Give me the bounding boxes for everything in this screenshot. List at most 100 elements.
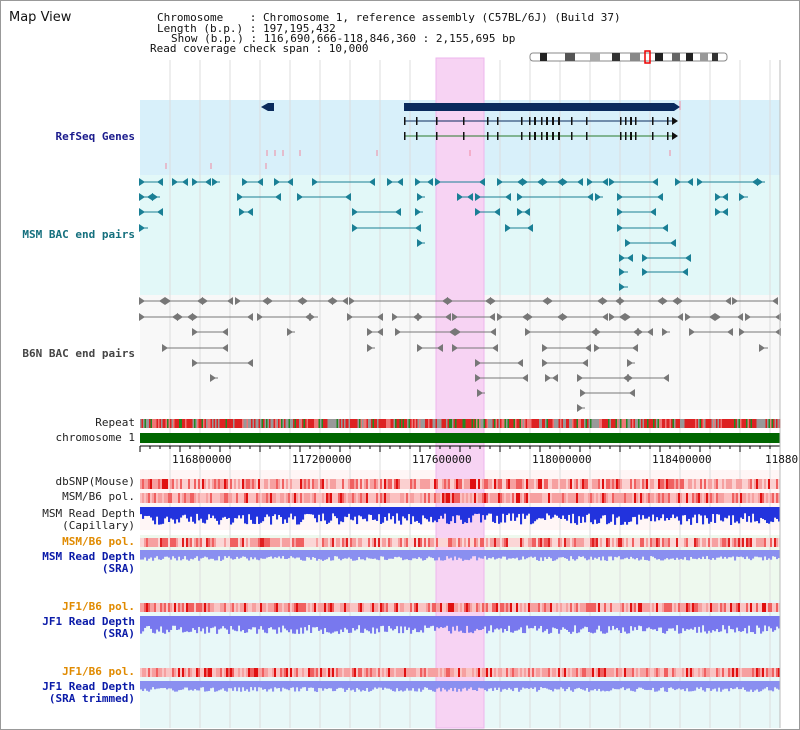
msm-sra-depth	[494, 550, 497, 560]
msm-b6-pol2-heat	[578, 538, 581, 547]
jf1-sra-depth	[170, 616, 173, 630]
msm-sra-depth	[190, 550, 193, 559]
jf1-sra-depth	[530, 616, 533, 629]
jf1-trimmed-depth	[610, 681, 613, 691]
track-label-refseq[interactable]: RefSeq Genes	[55, 130, 135, 143]
jf1-sra-depth	[574, 616, 577, 626]
msm-sra-depth	[354, 550, 357, 561]
msm-b6-pol2-heat	[190, 538, 193, 547]
repeat-mark	[164, 419, 166, 428]
jf1-pol-heat	[428, 603, 431, 612]
repeat-mark	[207, 419, 210, 428]
ideogram	[529, 52, 728, 62]
jf1-sra-depth	[178, 616, 181, 630]
track-label-jf1-depth-trimmed[interactable]: JF1 Read Depth	[42, 680, 135, 693]
msm-sra-depth	[406, 550, 409, 560]
msm-b6-pol2-heat	[468, 538, 471, 547]
repeat-mark	[656, 419, 658, 428]
dbsnp-heat	[626, 479, 629, 489]
msm-b6-pol-heat	[702, 493, 705, 503]
msm-b6-pol-heat	[606, 493, 609, 503]
dbsnp-heat	[306, 479, 309, 489]
jf1-trimmed-depth	[486, 681, 489, 692]
jf1-pol-heat	[710, 603, 713, 612]
dbsnp-heat	[356, 479, 359, 489]
msm-capillary-depth	[430, 507, 433, 517]
repeat-mark	[564, 419, 567, 428]
msm-sra-depth	[708, 550, 711, 560]
b6n-bac-pair-end	[602, 297, 608, 305]
repeat-mark	[278, 419, 280, 428]
jf1-trimmed-depth	[522, 681, 525, 688]
jf1-pol2-heat	[298, 668, 301, 677]
msm-b6-pol2-heat	[696, 538, 699, 547]
repeat-mark	[299, 419, 301, 428]
msm-b6-pol-heat	[526, 493, 529, 503]
msm-b6-pol2-heat	[156, 538, 159, 547]
jf1-pol2-heat	[664, 668, 667, 677]
jf1-pol2-heat	[348, 668, 351, 677]
jf1-sra-depth	[708, 616, 711, 631]
jf1-sra-depth	[382, 616, 385, 626]
dbsnp-heat	[560, 479, 563, 489]
track-label-jf1-pol[interactable]: JF1/B6 pol.	[62, 600, 135, 613]
repeat-mark	[480, 419, 483, 428]
msm-b6-pol-heat	[694, 493, 697, 503]
msm-sra-depth	[228, 550, 231, 557]
track-label-b6n-bac[interactable]: B6N BAC end pairs	[22, 347, 135, 360]
repeat-mark	[237, 419, 240, 428]
jf1-pol-heat	[228, 603, 231, 612]
msm-b6-pol2-heat	[510, 538, 513, 547]
track-label-jf1-depth[interactable]: JF1 Read Depth	[42, 615, 135, 628]
jf1-pol-heat	[570, 603, 573, 612]
dbsnp-heat	[354, 479, 357, 489]
dbsnp-heat	[488, 479, 491, 489]
msm-b6-pol-heat	[372, 493, 375, 503]
jf1-trimmed-depth	[416, 681, 419, 692]
msm-sra-depth	[314, 550, 317, 558]
jf1-trimmed-depth	[270, 681, 273, 689]
jf1-pol2-heat	[452, 668, 455, 677]
dbsnp-heat	[522, 479, 525, 489]
track-label-msm-b6-pol[interactable]: MSM/B6 pol.	[62, 490, 135, 503]
track-label-jf1-pol-2[interactable]: JF1/B6 pol.	[62, 665, 135, 678]
dbsnp-heat	[224, 479, 227, 489]
msm-b6-pol2-heat	[354, 538, 357, 547]
msm-sra-depth	[654, 550, 657, 559]
jf1-pol-heat	[222, 603, 225, 612]
repeat-mark	[257, 419, 259, 428]
track-label-msm-depth-sra[interactable]: MSM Read Depth	[42, 550, 135, 563]
jf1-trimmed-depth	[286, 681, 289, 690]
jf1-pol2-heat	[678, 668, 681, 677]
msm-capillary-depth	[688, 507, 691, 519]
repeat-mark	[159, 419, 162, 428]
dbsnp-heat	[414, 479, 417, 489]
msm-bac-pair-end	[274, 178, 280, 186]
jf1-pol-heat	[548, 603, 551, 612]
jf1-pol-heat	[494, 603, 497, 612]
jf1-trimmed-depth	[360, 681, 363, 692]
jf1-trimmed-depth	[628, 681, 631, 689]
repeat-mark	[519, 419, 522, 428]
jf1-pol2-heat	[554, 668, 557, 677]
track-label-dbsnp[interactable]: dbSNP(Mouse)	[55, 475, 135, 488]
jf1-sra-depth	[280, 616, 283, 633]
dbsnp-heat	[372, 479, 375, 489]
track-label-msm-bac[interactable]: MSM BAC end pairs	[22, 228, 135, 241]
dbsnp-heat	[212, 479, 215, 489]
jf1-sra-depth	[426, 616, 429, 628]
b6n-bac-pair-end	[475, 359, 481, 367]
jf1-trimmed-depth	[176, 681, 179, 692]
repeat-mark	[183, 419, 186, 428]
jf1-pol-heat	[718, 603, 721, 612]
track-label-msm-depth-capillary[interactable]: MSM Read Depth	[42, 507, 135, 520]
jf1-pol2-heat	[226, 668, 229, 677]
jf1-sra-depth	[640, 616, 643, 627]
jf1-trimmed-depth	[448, 681, 451, 690]
msm-capillary-depth	[702, 507, 705, 525]
msm-b6-pol2-heat	[394, 538, 397, 547]
msm-b6-pol-heat	[504, 493, 507, 503]
track-label-msm-b6-pol-2[interactable]: MSM/B6 pol.	[62, 535, 135, 548]
jf1-pol2-heat	[482, 668, 485, 677]
